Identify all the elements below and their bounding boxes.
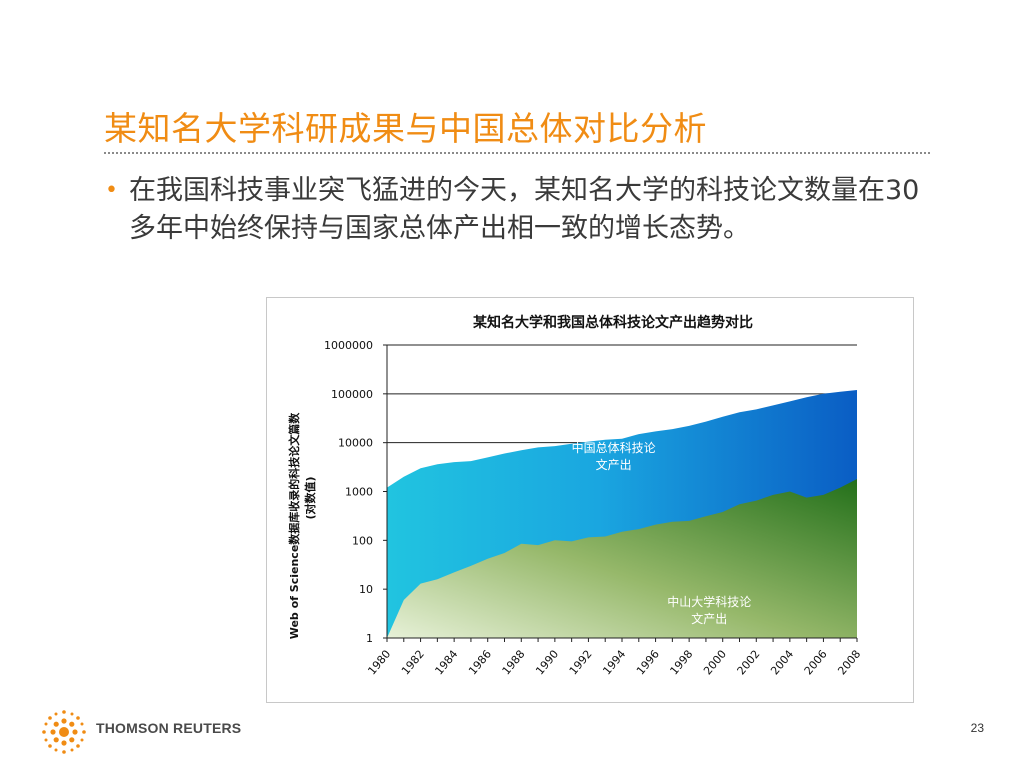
series-label-2: 中山大学科技论 <box>667 594 751 609</box>
y-tick-label: 1000 <box>345 486 373 499</box>
x-tick-label: 1984 <box>432 648 460 678</box>
y-tick-label: 1 <box>366 632 373 645</box>
x-tick-label: 1982 <box>399 648 427 678</box>
x-tick-label: 2002 <box>735 648 763 678</box>
bullet-icon: • <box>105 178 118 203</box>
x-tick-label: 1992 <box>567 648 595 678</box>
series-label-1: 中国总体科技论 <box>572 440 656 455</box>
x-tick-label: 1988 <box>500 648 528 678</box>
chart-title: 某知名大学和我国总体科技论文产出趋势对比 <box>473 314 753 331</box>
thomson-reuters-logo-icon <box>42 710 86 754</box>
y-tick-label: 100 <box>352 534 373 547</box>
trend-chart: 某知名大学和我国总体科技论文产出趋势对比 Web of Science数据库收录… <box>287 314 863 678</box>
x-tick-label: 1990 <box>533 648 561 678</box>
y-tick-label: 10 <box>359 583 373 596</box>
series-area-2 <box>387 479 857 638</box>
title-divider <box>104 152 930 154</box>
bullet-point: • 在我国科技事业突飞猛进的今天，某知名大学的科技论文数量在30多年中始终保持与… <box>105 172 935 248</box>
x-tick-label: 1980 <box>365 648 393 678</box>
slide-title: 某知名大学科研成果与中国总体对比分析 <box>104 109 707 148</box>
x-tick-label: 2008 <box>835 648 863 678</box>
x-tick-label: 2000 <box>701 648 729 678</box>
y-axis-label-sub: (对数值) <box>303 476 317 519</box>
page-number: 23 <box>970 721 984 735</box>
y-axis-label: Web of Science数据库收录的科技论文篇数 <box>287 412 301 640</box>
y-tick-label: 1000000 <box>324 339 373 352</box>
x-tick-label: 1994 <box>600 648 628 678</box>
x-tick-label: 1998 <box>667 648 695 678</box>
y-tick-label: 100000 <box>331 388 373 401</box>
brand-name: THOMSON REUTERS <box>96 720 242 736</box>
series-label-2-line2: 文产出 <box>691 611 727 626</box>
x-tick-label: 2006 <box>802 648 830 678</box>
bullet-text: 在我国科技事业突飞猛进的今天，某知名大学的科技论文数量在30多年中始终保持与国家… <box>129 175 920 244</box>
x-tick-label: 1986 <box>466 648 494 678</box>
series-label-1-line2: 文产出 <box>596 457 632 472</box>
y-tick-label: 10000 <box>338 437 373 450</box>
x-tick-label: 2004 <box>768 648 796 678</box>
chart-container: 某知名大学和我国总体科技论文产出趋势对比 Web of Science数据库收录… <box>266 297 914 703</box>
x-tick-label: 1996 <box>634 648 662 678</box>
